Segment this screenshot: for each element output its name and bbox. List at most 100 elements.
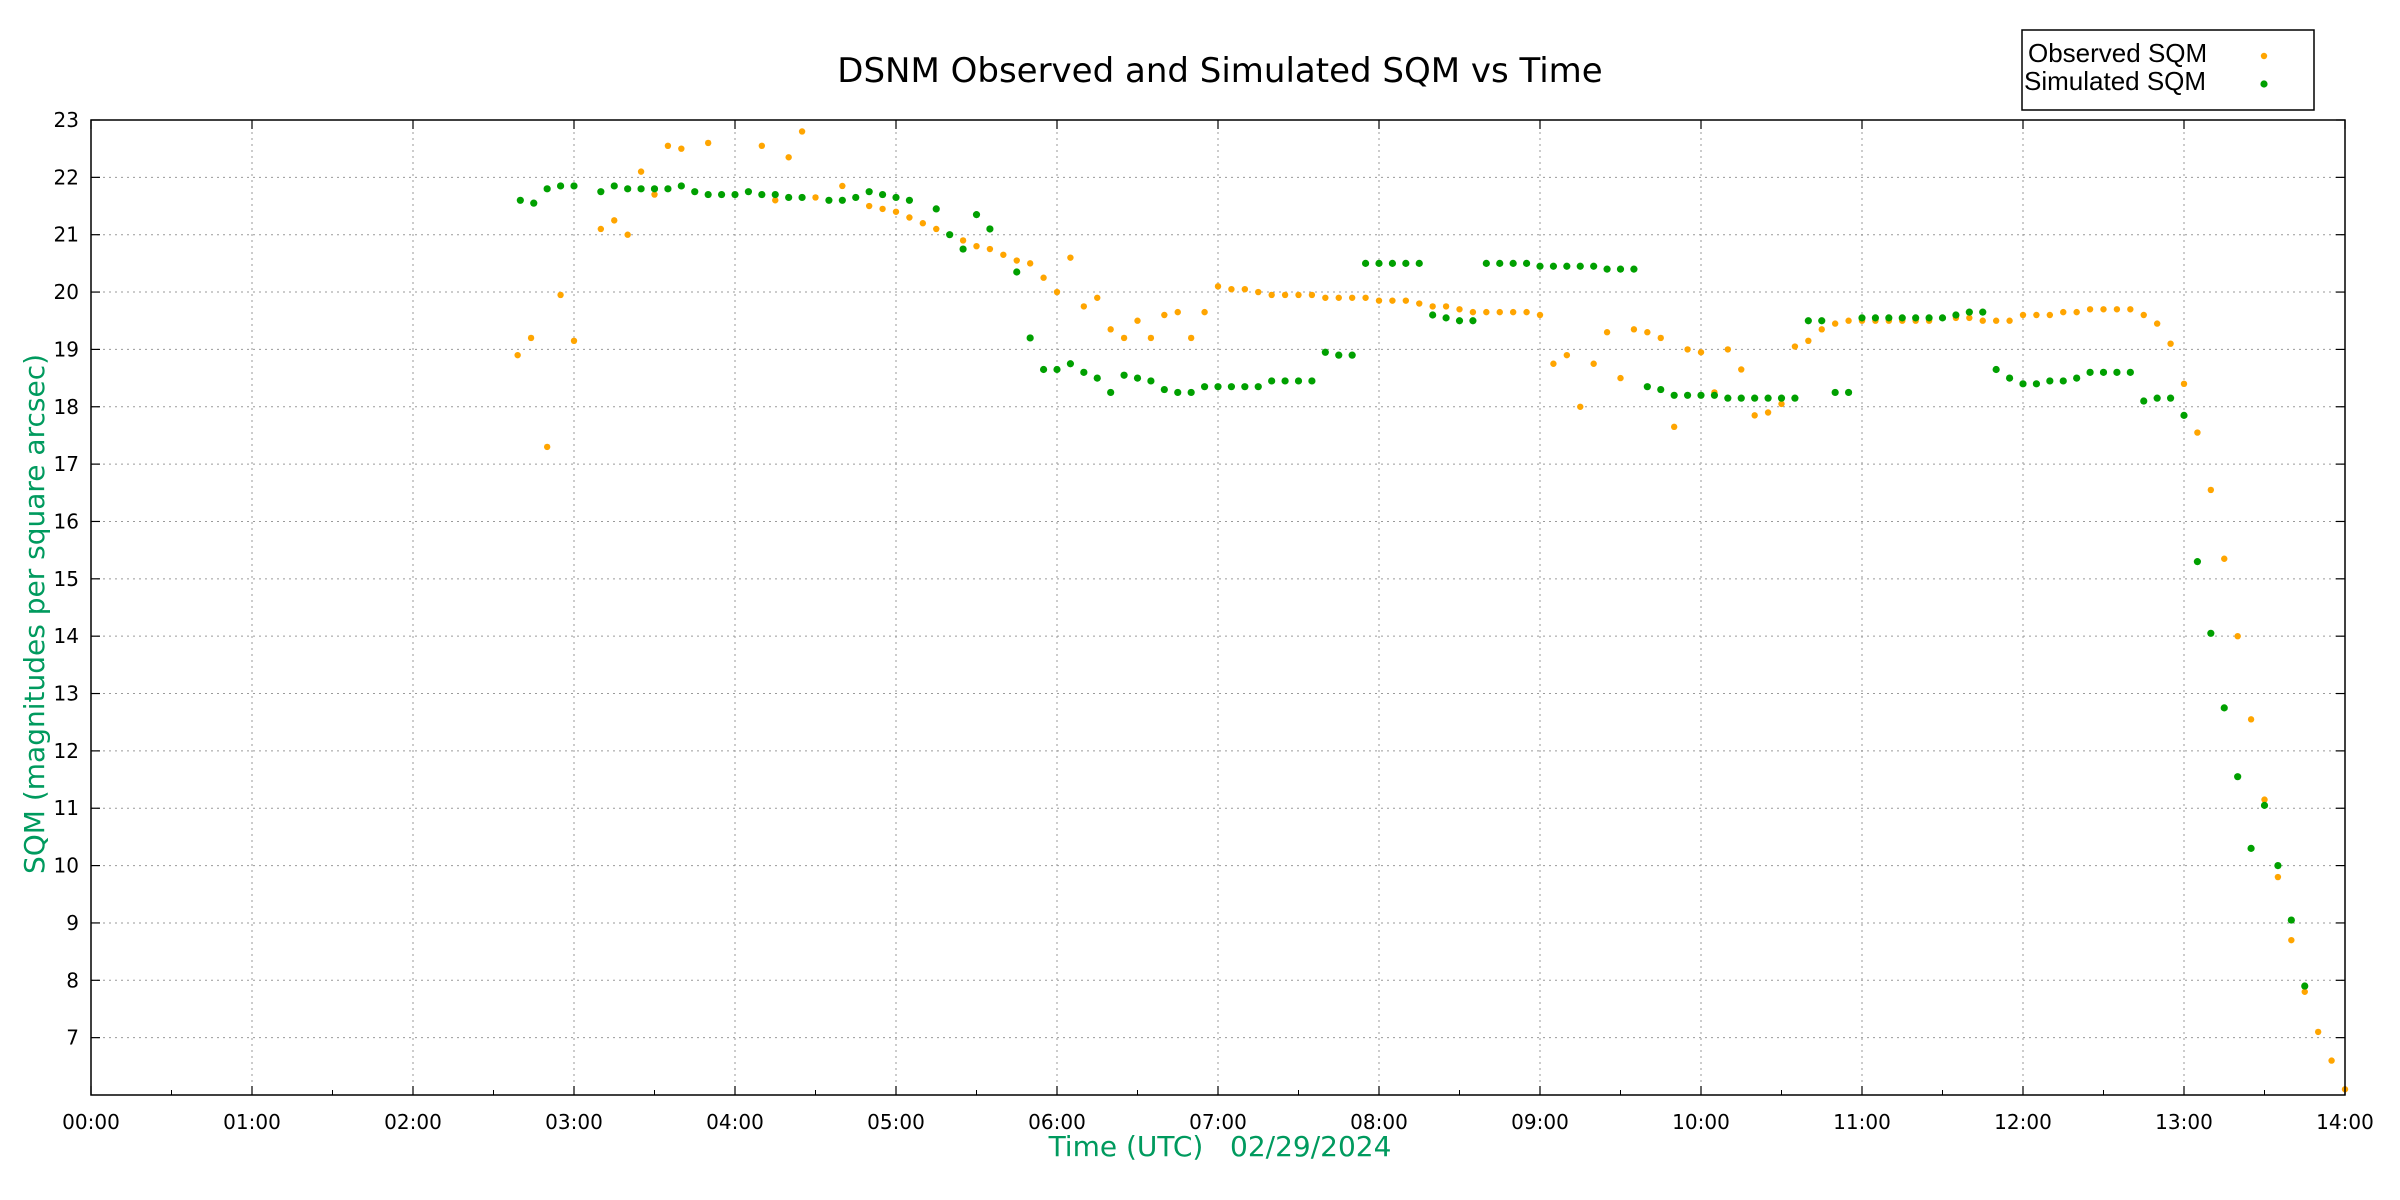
simulated-sqm-point — [1630, 265, 1638, 273]
chart-title: DSNM Observed and Simulated SQM vs Time — [837, 51, 1602, 91]
observed-sqm-point — [1644, 329, 1651, 336]
observed-sqm-point — [1697, 349, 1705, 356]
simulated-sqm-point — [1268, 377, 1276, 385]
simulated-sqm-point — [1160, 385, 1168, 394]
y-tick-label: 16 — [54, 509, 79, 533]
simulated-sqm-point — [1402, 259, 1410, 267]
simulated-sqm-point — [1952, 311, 1960, 319]
simulated-sqm-point — [624, 185, 632, 193]
observed-sqm-point — [2167, 340, 2174, 347]
observed-sqm-point — [1778, 400, 1785, 408]
observed-sqm-point — [812, 194, 819, 201]
x-tick-label: 12:00 — [1994, 1110, 2052, 1134]
simulated-sqm-point — [637, 185, 645, 193]
simulated-sqm-point — [1764, 394, 1772, 402]
observed-sqm-point — [1308, 291, 1316, 299]
y-tick-label: 7 — [66, 1026, 79, 1050]
simulated-sqm-point — [1616, 265, 1625, 273]
observed-sqm-point — [1550, 360, 1557, 367]
observed-sqm-point — [1992, 317, 2000, 324]
legend-marker-observed — [2260, 52, 2268, 60]
simulated-sqm-point — [1831, 388, 1839, 397]
simulated-sqm-point — [825, 196, 833, 204]
simulated-sqm-point — [570, 182, 578, 190]
observed-sqm-point — [1724, 346, 1732, 353]
simulated-sqm-point — [1536, 262, 1544, 270]
observed-sqm-point — [1147, 334, 1155, 342]
x-tick-label: 10:00 — [1672, 1110, 1730, 1134]
simulated-sqm-point — [1844, 388, 1853, 397]
y-tick-label: 19 — [54, 337, 79, 361]
simulated-sqm-point — [905, 196, 914, 204]
simulated-sqm-point — [1670, 391, 1678, 399]
observed-sqm-point — [1416, 300, 1423, 307]
simulated-sqm-point — [2086, 368, 2094, 376]
observed-sqm-point — [1214, 283, 1222, 290]
observed-sqm-point — [959, 237, 967, 244]
simulated-sqm-point — [1603, 265, 1611, 273]
x-tick-label: 01:00 — [223, 1110, 281, 1134]
simulated-sqm-point — [1710, 391, 1719, 399]
data-points — [514, 128, 2349, 1093]
simulated-sqm-point — [1576, 262, 1584, 270]
observed-sqm-point — [704, 139, 712, 147]
simulated-sqm-point — [1348, 351, 1356, 359]
observed-sqm-point — [678, 145, 685, 152]
simulated-sqm-point — [1496, 259, 1504, 267]
simulated-sqm-point — [1992, 365, 2000, 374]
legend: Observed SQM Simulated SQM — [2021, 29, 2315, 111]
observed-sqm-point — [1187, 334, 1195, 342]
observed-sqm-point — [798, 128, 806, 135]
observed-sqm-point — [1670, 423, 1678, 431]
simulated-sqm-point — [1187, 388, 1195, 397]
simulated-sqm-point — [1791, 394, 1799, 402]
observed-sqm-point — [1281, 291, 1289, 299]
x-tick-label: 11:00 — [1833, 1110, 1891, 1134]
simulated-sqm-point — [2260, 801, 2269, 809]
simulated-sqm-point — [1013, 268, 1021, 276]
observed-sqm-point — [839, 182, 846, 190]
observed-sqm-point — [1120, 334, 1128, 342]
simulated-sqm-point — [664, 185, 672, 193]
simulated-sqm-point — [1737, 394, 1745, 402]
observed-sqm-point — [1000, 251, 1007, 258]
simulated-sqm-point — [1120, 371, 1128, 379]
simulated-sqm-point — [1026, 334, 1034, 342]
observed-sqm-point — [1362, 294, 1369, 301]
observed-sqm-point — [758, 142, 766, 150]
simulated-sqm-point — [744, 188, 753, 196]
simulated-sqm-point — [2032, 380, 2041, 388]
simulated-sqm-point — [959, 245, 967, 253]
simulated-sqm-point — [2180, 411, 2188, 419]
observed-sqm-point — [1738, 366, 1745, 373]
simulated-sqm-point — [2126, 368, 2134, 376]
observed-sqm-point — [1469, 308, 1477, 316]
tick-labels: 00:00 01:00 02:00 03:00 04:00 05:00 06:00 07:00… — [54, 108, 2374, 1134]
simulated-sqm-point — [1871, 314, 1880, 322]
simulated-sqm-point — [1643, 383, 1651, 391]
simulated-sqm-point — [1590, 262, 1598, 270]
observed-sqm-point — [986, 245, 994, 253]
simulated-sqm-point — [1227, 383, 1236, 391]
simulated-sqm-point — [2247, 844, 2255, 852]
simulated-sqm-point — [1938, 314, 1947, 322]
observed-sqm-point — [637, 168, 645, 175]
observed-sqm-point — [2060, 308, 2067, 316]
y-tick-label: 15 — [54, 567, 79, 591]
simulated-sqm-point — [2099, 368, 2108, 376]
simulated-sqm-point — [1912, 314, 1920, 322]
simulated-sqm-point — [731, 190, 739, 199]
observed-sqm-point — [2019, 311, 2027, 319]
observed-sqm-point — [1523, 308, 1530, 316]
y-tick-label: 13 — [54, 682, 79, 706]
simulated-sqm-point — [1415, 259, 1423, 267]
observed-sqm-point — [1845, 317, 1852, 324]
x-tick-label: 08:00 — [1350, 1110, 1408, 1134]
simulated-sqm-point — [2193, 558, 2202, 566]
observed-sqm-point — [1657, 334, 1664, 342]
simulated-sqm-point — [1335, 351, 1343, 359]
simulated-sqm-point — [785, 193, 793, 202]
observed-sqm-point — [973, 242, 980, 250]
y-tick-label: 23 — [54, 108, 79, 132]
